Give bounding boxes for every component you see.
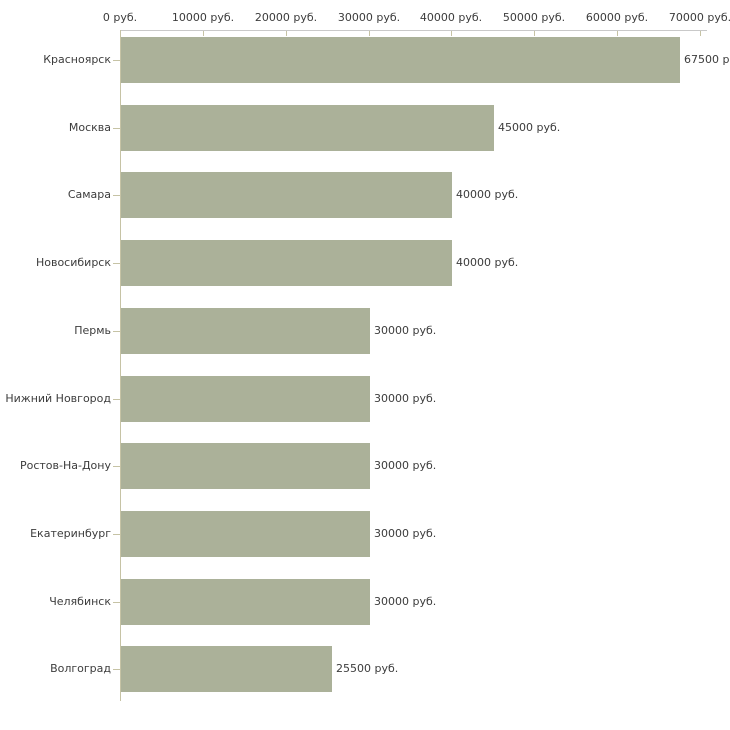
x-tick-label: 20000 руб. — [254, 11, 318, 24]
x-tick-mark — [617, 31, 618, 36]
y-tick-mark — [113, 60, 120, 61]
category-label: Пермь — [74, 324, 111, 337]
x-tick-label: 60000 руб. — [585, 11, 649, 24]
bar-Пермь — [121, 308, 370, 354]
value-label: 30000 руб. — [374, 324, 437, 337]
category-label: Москва — [68, 121, 111, 134]
value-label: 45000 руб. — [498, 121, 561, 134]
bar-Челябинск — [121, 579, 370, 625]
value-label: 25500 руб. — [336, 662, 399, 675]
value-label: 40000 руб. — [456, 256, 519, 269]
x-tick-label: 0 руб. — [102, 11, 138, 24]
y-tick-mark — [113, 195, 120, 196]
bar-Екатеринбург — [121, 511, 370, 557]
x-tick-label: 10000 руб. — [171, 11, 235, 24]
x-tick-mark — [700, 31, 701, 36]
value-label: 30000 руб. — [374, 459, 437, 472]
y-tick-mark — [113, 602, 120, 603]
x-tick-mark — [120, 31, 121, 36]
bar-Ростов-На-Дону — [121, 443, 370, 489]
category-label: Волгоград — [50, 662, 111, 675]
bar-Красноярск — [121, 37, 680, 83]
y-tick-mark — [113, 466, 120, 467]
x-tick-label: 50000 руб. — [502, 11, 566, 24]
y-tick-mark — [113, 534, 120, 535]
bar-Волгоград — [121, 646, 332, 692]
value-label: 40000 руб. — [456, 188, 519, 201]
x-tick-label: 30000 руб. — [337, 11, 401, 24]
bar-Новосибирск — [121, 240, 452, 286]
y-axis-line — [120, 30, 121, 701]
x-tick-mark — [451, 31, 452, 36]
category-label: Челябинск — [49, 595, 111, 608]
value-label: 30000 руб. — [374, 392, 437, 405]
category-label: Нижний Новгород — [5, 392, 111, 405]
category-label: Екатеринбург — [30, 527, 111, 540]
category-label: Красноярск — [43, 53, 111, 66]
y-tick-mark — [113, 669, 120, 670]
bar-Нижний Новгород — [121, 376, 370, 422]
x-axis-line — [120, 30, 707, 31]
value-label: 67500 р — [684, 53, 730, 66]
y-tick-mark — [113, 263, 120, 264]
y-tick-mark — [113, 399, 120, 400]
y-tick-mark — [113, 331, 120, 332]
bar-Самара — [121, 172, 452, 218]
x-tick-label: 70000 руб. — [668, 11, 730, 24]
x-tick-mark — [203, 31, 204, 36]
bar-Москва — [121, 105, 494, 151]
x-tick-mark — [286, 31, 287, 36]
value-label: 30000 руб. — [374, 527, 437, 540]
x-tick-mark — [369, 31, 370, 36]
value-label: 30000 руб. — [374, 595, 437, 608]
category-label: Ростов-На-Дону — [19, 459, 111, 472]
category-label: Новосибирск — [35, 256, 111, 269]
x-tick-label: 40000 руб. — [419, 11, 483, 24]
x-tick-mark — [534, 31, 535, 36]
y-tick-mark — [113, 128, 120, 129]
category-label: Самара — [67, 188, 111, 201]
